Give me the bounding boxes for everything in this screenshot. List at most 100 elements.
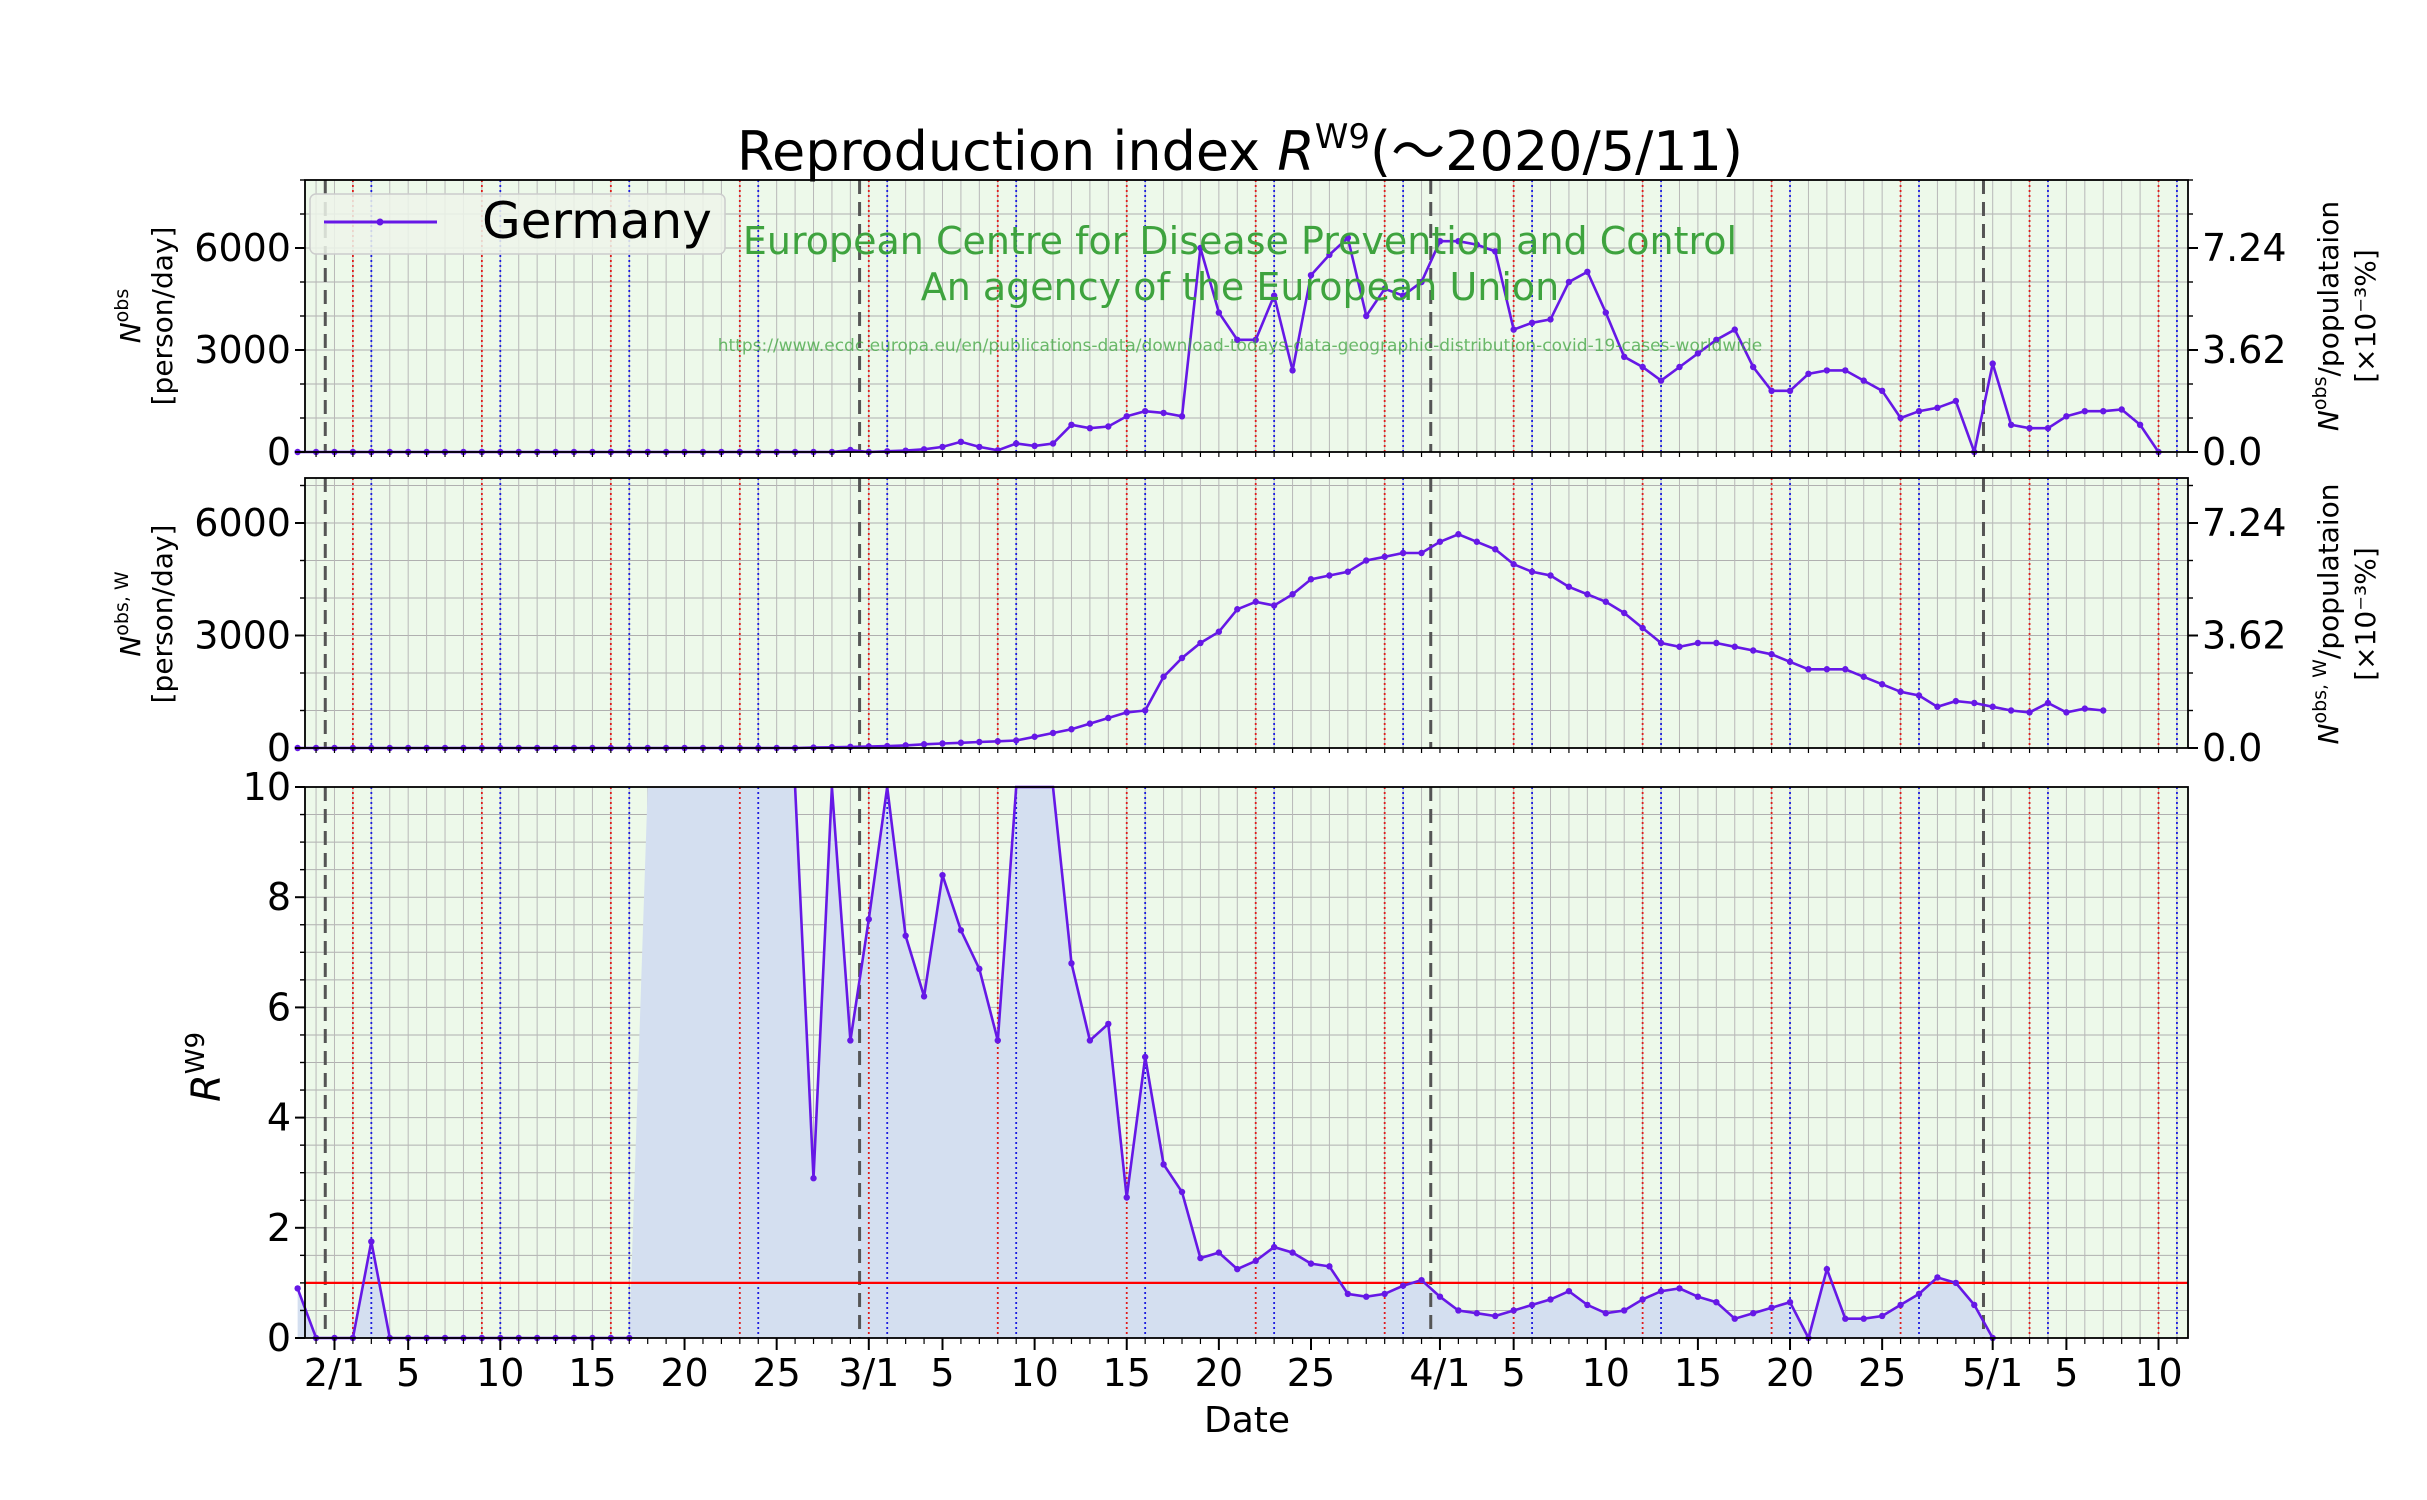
- panel1-data-point: [1768, 387, 1775, 394]
- panel1-data-point: [1307, 272, 1315, 279]
- panel2-data-point: [1436, 538, 1444, 545]
- panel1-data-point: [2118, 406, 2125, 413]
- panel2-data-point: [1878, 681, 1886, 688]
- panel1-data-point: [1399, 292, 1407, 299]
- panel1-data-point: [1621, 353, 1628, 360]
- panel2-data-point: [1123, 709, 1130, 716]
- panel2-data-point: [1860, 673, 1867, 680]
- panel2-data-point: [1418, 549, 1425, 557]
- panel3-data-point: [1252, 1257, 1259, 1265]
- weekday-lines: [323, 180, 2178, 1338]
- panel1-data-point: [2044, 425, 2052, 432]
- panel2-data-point: [1749, 647, 1757, 654]
- panel2-right-ytick-label: 0.0: [2202, 726, 2262, 770]
- panel2-ytick-label: 3000: [194, 614, 291, 658]
- panel2-frame: [304, 477, 2189, 749]
- panel1-ytick-label: 0: [267, 430, 291, 474]
- panel1-data-point: [1547, 316, 1554, 323]
- xtick-label: 25: [752, 1351, 800, 1395]
- panel1-right-ytick-label: 7.24: [2202, 226, 2287, 270]
- panel2-data-point: [1049, 729, 1057, 737]
- panel2-data-point: [1289, 591, 1296, 598]
- panel3-ytick-label: 4: [267, 1096, 291, 1140]
- panel2-data-point: [2044, 699, 2052, 707]
- panel1-right-ylabel-unit: [×10⁻³%]: [2349, 249, 2382, 383]
- panel3-data-point: [1160, 1161, 1167, 1168]
- watermark-url: https://www.ecdc.europa.eu/en/publicatio…: [718, 336, 1762, 356]
- panel2-right-ytick-label: 7.24: [2202, 501, 2287, 545]
- panel1-right-ytick-label: 0.0: [2202, 430, 2262, 474]
- panel2-right-ytick-label: 3.62: [2202, 614, 2287, 658]
- panel3-data-point: [1289, 1249, 1296, 1256]
- panel1-data-point: [1805, 370, 1812, 377]
- panel1-data-point: [1178, 413, 1186, 420]
- panel3-data-point: [1473, 1310, 1481, 1317]
- panel1-data-point: [1528, 319, 1536, 326]
- panel2-data-point: [1565, 583, 1573, 590]
- panel2-data-point: [1270, 602, 1278, 609]
- panel2-data-point: [1492, 546, 1499, 553]
- xtick-label: 3/1: [838, 1351, 899, 1395]
- panel3-data-point: [1565, 1287, 1573, 1295]
- xtick-label: 5: [930, 1351, 954, 1395]
- panel3-data-point: [1786, 1298, 1794, 1306]
- panel3-data-point: [1694, 1293, 1702, 1300]
- panel1-data-point: [1989, 360, 1996, 367]
- panel3-data-point: [1934, 1274, 1941, 1281]
- legend-box: [309, 193, 726, 255]
- panel2-data-point: [1178, 654, 1186, 662]
- xtick-label: 15: [568, 1351, 616, 1395]
- panel1-data-point: [1381, 285, 1388, 292]
- panel3-data-point: [1897, 1301, 1904, 1309]
- panel2-data-point: [1528, 568, 1536, 575]
- panel3-data-point: [1086, 1037, 1094, 1044]
- panel1-data-point: [939, 443, 946, 451]
- panel2-ylabel-unit: [person/day]: [146, 525, 179, 704]
- panel3-data-point: [920, 993, 928, 1000]
- panel1-data-point: [2136, 421, 2144, 428]
- panel1-data-point: [1915, 408, 1923, 415]
- panel3-data-point: [1952, 1279, 1960, 1287]
- panel2-data-point: [1012, 737, 1020, 744]
- panel2-data-point: [1326, 572, 1333, 579]
- panel2-data-point: [1234, 606, 1241, 613]
- panel1-data-point: [1473, 241, 1481, 248]
- panel1-data-point: [1270, 292, 1278, 299]
- panel3-data-point: [1197, 1254, 1204, 1262]
- panel2-data-point: [902, 742, 909, 749]
- panel3-data-point: [865, 916, 872, 923]
- panel3-data-point: [1860, 1315, 1867, 1322]
- panel1-data-point: [1141, 408, 1149, 415]
- watermark-line1: European Centre for Disease Prevention a…: [743, 219, 1737, 263]
- panel1-data-point: [1786, 387, 1794, 394]
- panel1-data-point: [2063, 413, 2070, 420]
- panel2-data-point: [1584, 591, 1591, 598]
- xtick-label: 20: [1195, 1351, 1243, 1395]
- panel1-data-point: [1657, 377, 1665, 384]
- panel2-data-point: [1455, 531, 1462, 538]
- panel1-right-ylabel: Nobs/populataion: [2309, 201, 2345, 431]
- panel3-data-point: [939, 871, 946, 879]
- panel1-data-point: [1326, 251, 1333, 258]
- panel2-data-point: [1842, 666, 1849, 673]
- panel3-data-point: [1510, 1307, 1517, 1314]
- panel3-data-point: [1326, 1263, 1333, 1270]
- xtick-label: 10: [1582, 1351, 1630, 1395]
- panel2-data-point: [1547, 572, 1554, 579]
- xtick-label: 10: [476, 1351, 524, 1395]
- panel1-data-point: [1823, 367, 1831, 374]
- panel3-data-point: [1178, 1188, 1186, 1196]
- watermark: European Centre for Disease Prevention a…: [718, 219, 1762, 356]
- panel1-data-point: [1086, 425, 1094, 432]
- panel1-data-point: [1160, 409, 1167, 417]
- panel2-data-point: [1215, 628, 1223, 635]
- panel3-data-point: [1363, 1293, 1370, 1300]
- panel3-data-point: [1418, 1276, 1425, 1284]
- panel3-data-point: [1731, 1315, 1738, 1322]
- panel3-data-point: [1123, 1194, 1130, 1201]
- legend-marker: [376, 218, 384, 226]
- panel3-ytick-label: 6: [267, 985, 291, 1029]
- xtick-label: 25: [1287, 1351, 1335, 1395]
- panel2-data-point: [1363, 557, 1370, 564]
- panel1-data-point: [1197, 244, 1204, 252]
